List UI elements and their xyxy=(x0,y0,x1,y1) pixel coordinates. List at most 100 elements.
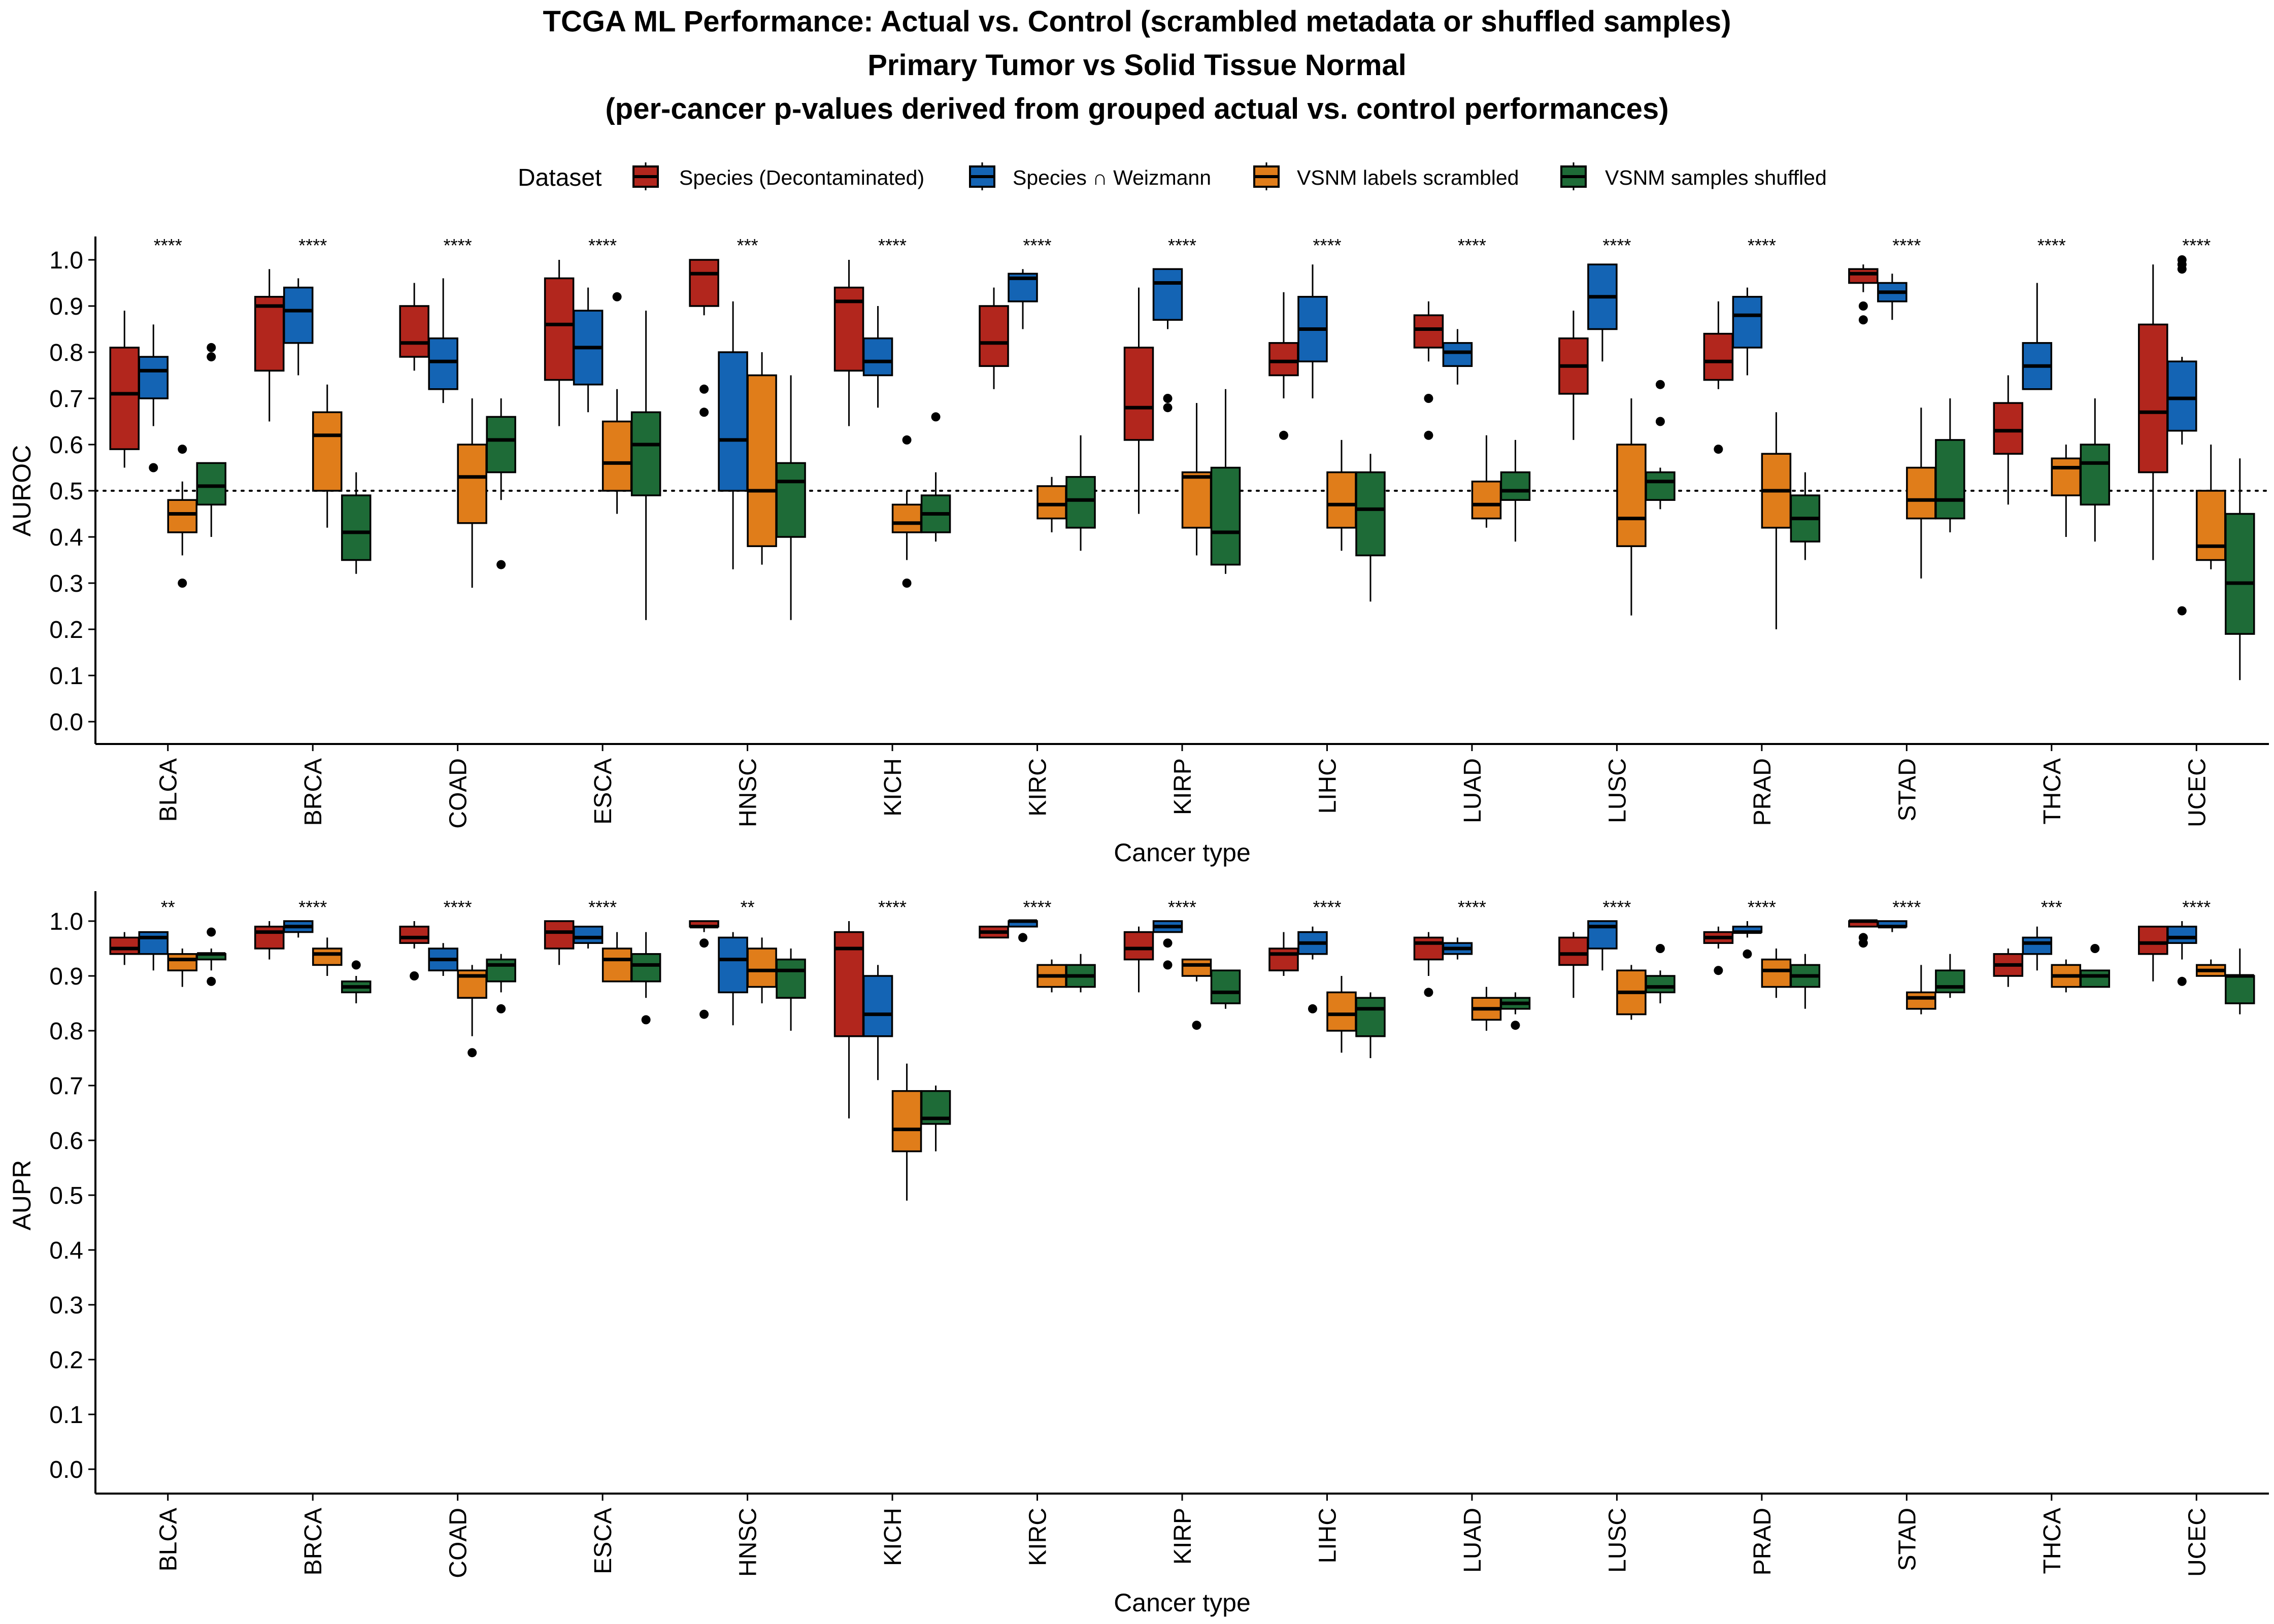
box-brca-species-decontaminated xyxy=(254,269,285,422)
y-tick-label: 0.0 xyxy=(49,1457,83,1483)
box-body xyxy=(2138,926,2168,955)
box-body xyxy=(2080,444,2111,506)
box-esca-species-weizmann xyxy=(573,926,604,949)
box-thca-species-weizmann xyxy=(2022,926,2053,971)
significance-label-stad: **** xyxy=(1892,897,1921,918)
outlier-point xyxy=(1279,430,1288,440)
significance-label-thca: **** xyxy=(2037,235,2066,256)
box-blca-species-weizmann xyxy=(138,931,169,971)
outlier-point xyxy=(467,1048,477,1058)
box-body xyxy=(1848,268,1879,284)
box-kirp-species-weizmann xyxy=(1152,920,1183,970)
box-kich-vsnm-labels-scrambled xyxy=(891,435,922,588)
box-body xyxy=(1210,466,1241,566)
box-lusc-species-weizmann xyxy=(1587,263,1618,362)
y-tick-label: 1.0 xyxy=(49,247,83,274)
y-tick-label: 0.3 xyxy=(49,1292,83,1319)
box-brca-vsnm-labels-scrambled xyxy=(312,384,343,528)
box-kirp-vsnm-labels-scrambled xyxy=(1181,403,1212,556)
significance-label-kirc: **** xyxy=(1023,235,1052,256)
box-lihc-vsnm-labels-scrambled xyxy=(1326,976,1357,1053)
box-stad-species-decontaminated xyxy=(1848,264,1879,325)
significance-label-blca: ** xyxy=(161,897,175,918)
box-ucec-vsnm-labels-scrambled xyxy=(2196,445,2226,569)
box-prad-vsnm-labels-scrambled xyxy=(1761,412,1792,629)
box-brca-vsnm-samples-shuffled xyxy=(341,960,372,1003)
box-esca-vsnm-samples-shuffled xyxy=(630,932,661,1025)
box-kirp-species-decontaminated xyxy=(1123,287,1154,514)
outlier-point xyxy=(612,292,622,301)
outlier-point xyxy=(1655,417,1665,426)
box-body xyxy=(747,374,777,547)
box-coad-species-decontaminated xyxy=(399,921,429,980)
box-hnsc-vsnm-labels-scrambled xyxy=(747,352,777,565)
box-esca-vsnm-labels-scrambled xyxy=(601,292,632,514)
box-lusc-species-decontaminated xyxy=(1558,932,1589,998)
box-luad-species-weizmann xyxy=(1442,937,1473,960)
outlier-point xyxy=(2177,264,2187,274)
significance-label-lusc: **** xyxy=(1602,235,1631,256)
box-body xyxy=(312,411,343,492)
box-blca-vsnm-labels-scrambled xyxy=(167,445,197,588)
box-lusc-vsnm-samples-shuffled xyxy=(1645,944,1676,1003)
box-coad-species-weizmann xyxy=(428,943,458,976)
box-stad-vsnm-labels-scrambled xyxy=(1906,408,1936,579)
box-ucec-vsnm-samples-shuffled xyxy=(2225,949,2255,1014)
box-body xyxy=(1355,471,1386,557)
legend-item-species-weizmann: Species ∩ Weizmann xyxy=(969,162,1211,190)
box-body xyxy=(2196,490,2226,561)
box-body xyxy=(1355,997,1386,1037)
significance-label-brca: **** xyxy=(298,235,327,256)
outlier-point xyxy=(1163,394,1173,403)
box-hnsc-vsnm-samples-shuffled xyxy=(776,375,806,620)
y-tick-label: 0.1 xyxy=(49,663,83,690)
box-lihc-species-decontaminated xyxy=(1268,932,1299,976)
box-body xyxy=(1413,314,1444,349)
box-stad-vsnm-samples-shuffled xyxy=(1935,954,1965,998)
category-label-hnsc: HNSC xyxy=(735,1508,762,1577)
significance-label-ucec: **** xyxy=(2182,897,2211,918)
category-label-coad: COAD xyxy=(445,758,472,829)
box-kich-species-weizmann xyxy=(862,306,893,408)
significance-label-coad: **** xyxy=(444,235,472,256)
aupr-panel: 0.0 0.1 0.2 0.3 0.4 0.5 0.6 0.7 0.8 0.9 1.0 BLCA ** B… xyxy=(8,891,2269,1617)
box-lihc-vsnm-labels-scrambled xyxy=(1326,439,1357,551)
x-axis-title: Cancer type xyxy=(1114,838,1251,867)
box-body xyxy=(138,356,169,399)
box-body xyxy=(457,444,487,524)
outlier-point xyxy=(496,560,506,569)
box-body xyxy=(2167,926,2197,944)
box-body xyxy=(1268,948,1299,971)
significance-label-prad: **** xyxy=(1748,897,1776,918)
outlier-point xyxy=(207,927,216,937)
box-kirc-species-weizmann xyxy=(1008,919,1038,942)
box-kich-species-decontaminated xyxy=(833,260,864,426)
category-label-esca: ESCA xyxy=(590,1508,617,1574)
box-luad-vsnm-samples-shuffled xyxy=(1500,439,1531,542)
box-brca-vsnm-labels-scrambled xyxy=(312,937,343,976)
box-lihc-vsnm-samples-shuffled xyxy=(1355,992,1386,1058)
category-label-kirc: KIRC xyxy=(1025,758,1052,817)
significance-label-kich: **** xyxy=(878,897,907,918)
y-tick-label: 0.4 xyxy=(49,1237,83,1264)
box-body xyxy=(1906,466,1936,520)
box-body xyxy=(544,920,575,950)
outlier-point xyxy=(1163,960,1173,970)
box-kirc-vsnm-samples-shuffled xyxy=(1065,954,1096,993)
box-body xyxy=(1065,476,1096,529)
box-thca-species-weizmann xyxy=(2022,283,2053,390)
outlier-point xyxy=(1714,966,1723,975)
outlier-point xyxy=(641,1015,651,1025)
box-kich-vsnm-samples-shuffled xyxy=(920,412,951,542)
category-label-esca: ESCA xyxy=(590,758,617,825)
outlier-point xyxy=(1018,933,1028,942)
outlier-point xyxy=(410,971,419,980)
category-label-kirp: KIRP xyxy=(1169,758,1196,815)
outlier-point xyxy=(178,445,187,454)
category-label-kich: KICH xyxy=(880,1508,907,1566)
outlier-point xyxy=(1424,394,1433,403)
significance-label-kich: **** xyxy=(878,235,907,256)
outlier-point xyxy=(207,343,216,352)
